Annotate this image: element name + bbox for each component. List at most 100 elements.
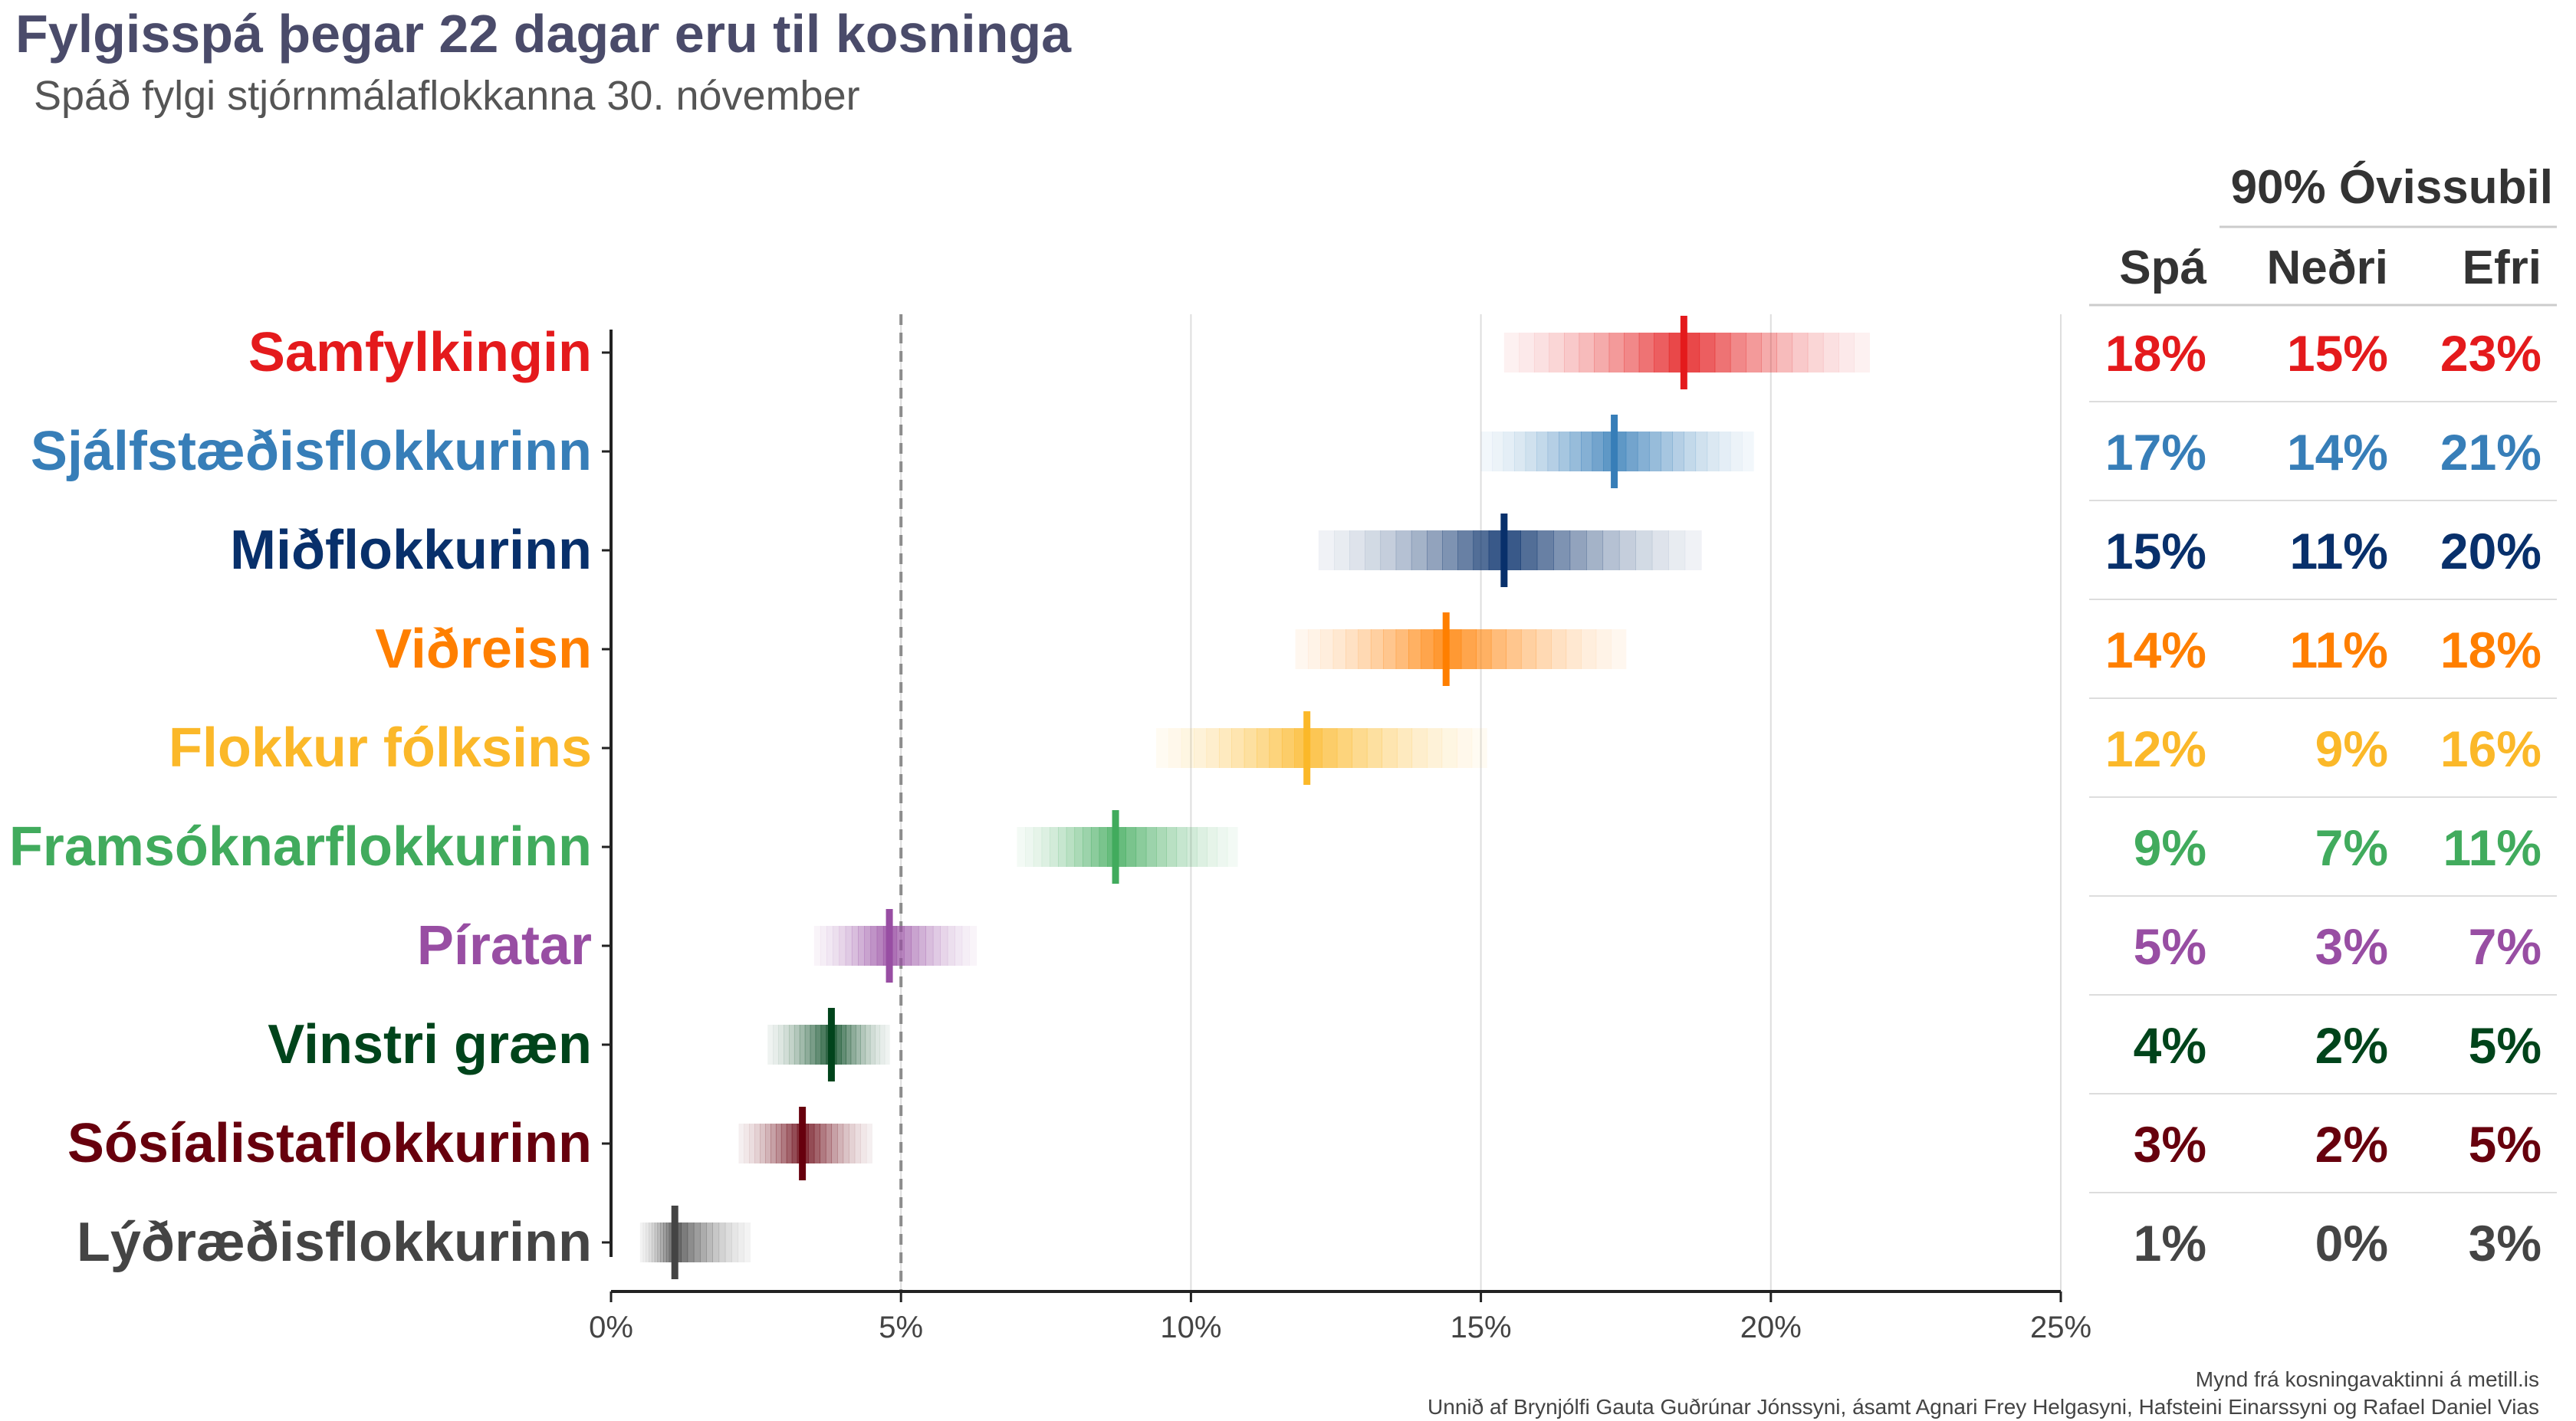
table-header-forecast: Spá (2119, 241, 2206, 294)
table-upper: 5% (2469, 1017, 2542, 1074)
band-segment (1333, 530, 1350, 570)
band-segment (1107, 827, 1116, 867)
credits-line-1: Mynd frá kosningavaktinni á metill.is (2195, 1367, 2539, 1391)
band-segment (836, 1025, 842, 1065)
band-segment (1320, 629, 1334, 669)
band-segment (1514, 432, 1526, 471)
band-segment (1638, 333, 1654, 372)
band-segment (850, 1025, 856, 1065)
table-forecast: 9% (2134, 819, 2206, 876)
band-segment (649, 1222, 652, 1262)
band-segment (1244, 728, 1257, 768)
band-segment (1307, 629, 1321, 669)
band-segment (744, 1222, 751, 1262)
band-segment (1166, 827, 1178, 867)
band-segment (1349, 530, 1365, 570)
band-segment (1776, 333, 1793, 372)
band-segment (738, 1222, 744, 1262)
table-forecast: 5% (2134, 918, 2206, 975)
band-segment (794, 1025, 800, 1065)
band-segment (1471, 728, 1487, 768)
band-segment (903, 926, 912, 966)
band-segment (642, 1222, 646, 1262)
interval-band (1503, 333, 1870, 372)
band-segment (1618, 530, 1636, 570)
band-segment (1206, 728, 1220, 768)
band-segment (1099, 827, 1108, 867)
table-upper: 5% (2469, 1116, 2542, 1173)
band-segment (1322, 728, 1338, 768)
band-segment (1661, 432, 1673, 471)
band-segment (1295, 629, 1309, 669)
band-segment (1625, 432, 1638, 471)
band-segment (1594, 333, 1610, 372)
table-lower: 9% (2315, 720, 2388, 777)
party-label: Sósíalistaflokkurinn (67, 1113, 592, 1174)
table-header-upper: Efri (2463, 241, 2542, 294)
band-segment (724, 1222, 732, 1262)
band-segment (657, 1222, 661, 1262)
band-segment (860, 1025, 866, 1065)
band-segment (1492, 432, 1504, 471)
table-forecast: 4% (2134, 1017, 2206, 1074)
band-segment (925, 926, 934, 966)
band-segment (1520, 530, 1538, 570)
band-segment (1624, 333, 1640, 372)
band-segment (1730, 333, 1746, 372)
band-segment (1025, 827, 1034, 867)
band-segment (639, 1222, 644, 1262)
table-lower: 3% (2315, 918, 2388, 975)
band-segment (1217, 827, 1228, 867)
band-segment (843, 1124, 849, 1163)
band-segment (665, 1222, 670, 1262)
band-segment (1457, 530, 1474, 570)
band-segment (1207, 827, 1218, 867)
band-segment (780, 1124, 787, 1163)
party-label: Framsóknarflokkurinn (9, 816, 592, 878)
party-label: Píratar (417, 915, 592, 976)
table-forecast: 15% (2105, 523, 2206, 579)
band-segment (1714, 333, 1731, 372)
band-segment (1441, 728, 1457, 768)
band-segment (1549, 333, 1565, 372)
band-segment (1718, 432, 1731, 471)
band-segment (1490, 629, 1506, 669)
band-segment (1365, 530, 1382, 570)
x-tick-label: 15% (1451, 1311, 1512, 1344)
table-lower: 2% (2315, 1017, 2388, 1074)
band-segment (1707, 432, 1720, 471)
band-segment (947, 926, 955, 966)
band-segment (1336, 728, 1352, 768)
band-segment (1306, 728, 1322, 768)
band-segment (969, 926, 978, 966)
band-segment (765, 1124, 771, 1163)
party-label: Viðreisn (375, 619, 592, 680)
band-segment (767, 1025, 774, 1065)
band-segment (1536, 530, 1554, 570)
table-upper: 11% (2443, 819, 2542, 876)
band-segment (1074, 827, 1083, 867)
band-segment (864, 926, 872, 966)
interval-bands (639, 316, 1870, 1279)
band-segment (1822, 333, 1839, 372)
band-segment (918, 926, 926, 966)
band-segment (1488, 530, 1505, 570)
band-segment (865, 1025, 871, 1065)
band-segment (1550, 629, 1567, 669)
band-segment (1083, 827, 1092, 867)
band-segment (858, 926, 865, 966)
band-segment (738, 1124, 744, 1163)
band-segment (1651, 530, 1669, 570)
band-segment (699, 1222, 707, 1262)
band-segment (1050, 827, 1059, 867)
band-segment (1503, 432, 1515, 471)
interval-band (1295, 629, 1627, 669)
band-segment (1506, 629, 1522, 669)
band-segment (1473, 530, 1490, 570)
band-segment (1553, 530, 1571, 570)
band-segment (651, 1222, 656, 1262)
band-segment (940, 926, 948, 966)
table-forecast: 12% (2105, 720, 2206, 777)
band-segment (1125, 827, 1137, 867)
table-upper: 16% (2440, 720, 2542, 777)
